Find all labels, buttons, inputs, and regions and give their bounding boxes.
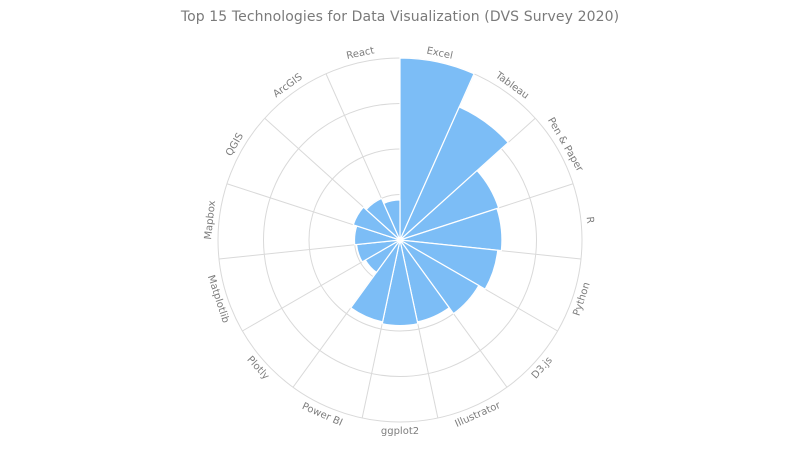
category-label: R xyxy=(584,216,596,224)
bar-layer xyxy=(349,57,510,327)
bar-arcgis[interactable] xyxy=(365,197,401,241)
category-label: Matplotlib xyxy=(205,274,231,325)
bar-react[interactable] xyxy=(382,199,401,241)
bar-tableau[interactable] xyxy=(399,106,510,241)
chart-title: Top 15 Technologies for Data Visualizati… xyxy=(180,9,620,25)
category-label: ggplot2 xyxy=(381,426,419,437)
category-label: ArcGIS xyxy=(271,72,304,100)
category-label: D3.js xyxy=(530,355,555,381)
bar-ggplot2[interactable] xyxy=(381,239,419,327)
category-label: React xyxy=(345,45,375,62)
category-label: Power BI xyxy=(300,401,344,429)
bar-r[interactable] xyxy=(399,207,503,252)
bar-power-bi[interactable] xyxy=(349,239,401,323)
category-label: QGIS xyxy=(224,131,246,158)
bar-excel[interactable] xyxy=(399,57,475,241)
bar-d3-js[interactable] xyxy=(399,239,480,315)
category-label: Plotly xyxy=(244,354,271,382)
category-label: Excel xyxy=(426,46,454,62)
category-label: Mapbox xyxy=(203,200,218,240)
bar-python[interactable] xyxy=(399,239,499,290)
bar-qgis[interactable] xyxy=(352,206,401,241)
bar-pen-paper[interactable] xyxy=(399,169,500,241)
category-label: Python xyxy=(572,281,593,317)
category-label: Pen & Paper xyxy=(545,116,585,175)
